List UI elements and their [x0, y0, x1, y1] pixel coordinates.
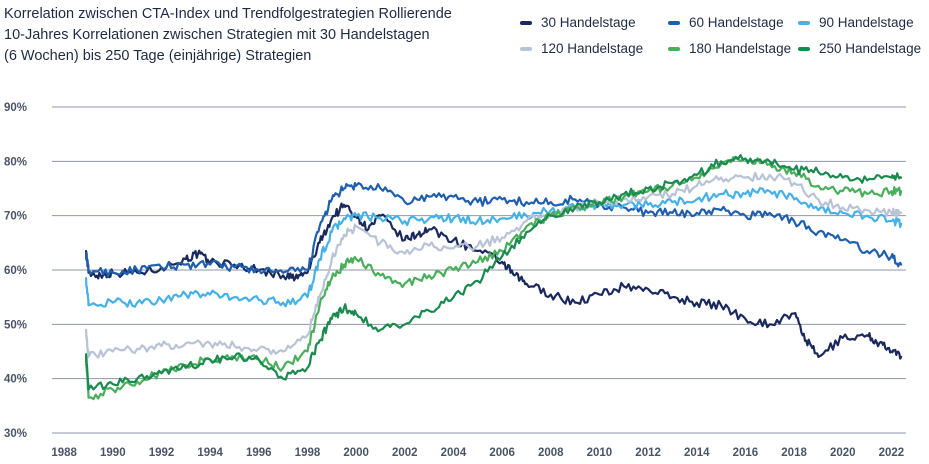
y-tick-label-70: 70% [4, 211, 27, 223]
x-tick-label-1996: 1996 [246, 447, 272, 459]
x-tick-label-2012: 2012 [635, 447, 661, 459]
series-line-250 [86, 155, 901, 389]
x-tick-label-2016: 2016 [733, 447, 759, 459]
x-tick-label-1990: 1990 [100, 447, 126, 459]
y-tick-label-30: 30% [4, 428, 27, 440]
line-chart: 90% 80% 70% 60% 50% 40% 30% 1988 1990 1992 1994 199… [0, 0, 929, 464]
y-tick-label-60: 60% [4, 265, 27, 277]
x-tick-label-2022: 2022 [879, 447, 905, 459]
y-tick-label-40: 40% [4, 374, 27, 386]
x-tick-label-1998: 1998 [295, 447, 321, 459]
series-line-30 [86, 204, 901, 359]
x-tick-label-2000: 2000 [343, 447, 369, 459]
series-line-90 [86, 188, 901, 307]
y-tick-label-90: 90% [4, 102, 27, 114]
y-tick-label-50: 50% [4, 319, 27, 331]
x-tick-label-2014: 2014 [684, 447, 710, 459]
x-tick-label-1994: 1994 [197, 447, 223, 459]
x-tick-label-2018: 2018 [781, 447, 807, 459]
x-tick-label-2006: 2006 [489, 447, 515, 459]
y-tick-label-80: 80% [4, 156, 27, 168]
x-tick-label-1992: 1992 [149, 447, 175, 459]
series-line-60 [86, 183, 901, 276]
x-tick-label-2004: 2004 [441, 447, 467, 459]
x-tick-label-2020: 2020 [830, 447, 856, 459]
x-tick-label-2002: 2002 [392, 447, 418, 459]
x-tick-label-1988: 1988 [51, 447, 77, 459]
x-tick-label-2010: 2010 [587, 447, 613, 459]
x-tick-label-2008: 2008 [538, 447, 564, 459]
